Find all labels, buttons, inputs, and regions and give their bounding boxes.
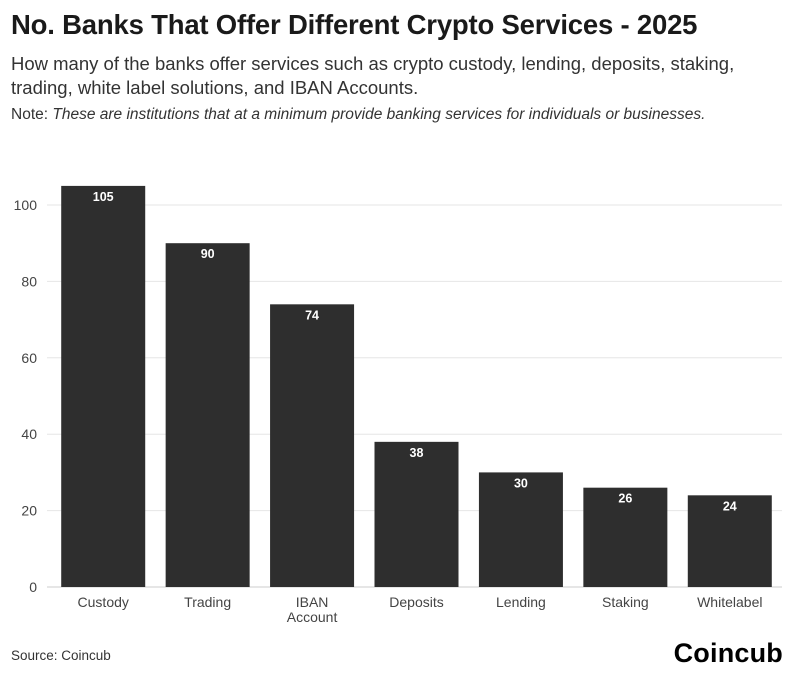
bar-chart: 0 20 40 60 80 100 105 Custody 90 Trading 74 IBANAcc… xyxy=(14,185,782,625)
chart-subtitle: How many of the banks offer services suc… xyxy=(11,53,735,98)
chart-title: No. Banks That Offer Different Crypto Se… xyxy=(11,9,698,40)
bar-value-label: 26 xyxy=(618,492,632,506)
x-tick-label: Lending xyxy=(496,594,546,610)
note-text: These are institutions that at a minimum… xyxy=(52,106,706,123)
bar xyxy=(478,472,563,587)
y-tick-label: 80 xyxy=(21,273,37,289)
y-tick-label: 0 xyxy=(29,579,37,595)
bar xyxy=(270,304,355,587)
y-tick-label: 20 xyxy=(21,503,37,519)
y-tick-label: 100 xyxy=(14,197,38,213)
note-label: Note: xyxy=(11,106,53,123)
x-tick-label: Trading xyxy=(184,594,231,610)
bar xyxy=(687,495,772,587)
y-tick-label: 40 xyxy=(21,426,37,442)
chart-note: Note: These are institutions that at a m… xyxy=(11,104,771,125)
x-tick-label: Account xyxy=(287,609,338,625)
x-tick-label: Deposits xyxy=(389,594,443,610)
bar xyxy=(61,185,146,587)
brand-logo: Coincub xyxy=(673,638,783,668)
bar-value-label: 30 xyxy=(514,476,528,490)
x-tick-label: Whitelabel xyxy=(697,594,762,610)
x-tick-label: IBAN xyxy=(296,594,329,610)
y-tick-label: 60 xyxy=(21,350,37,366)
bar-value-label: 90 xyxy=(201,247,215,261)
bar-value-label: 38 xyxy=(410,446,424,460)
bar xyxy=(165,243,250,587)
bar-value-label: 105 xyxy=(93,190,114,204)
bar-value-label: 74 xyxy=(305,308,319,322)
bar-value-label: 24 xyxy=(723,499,737,513)
x-tick-label: Custody xyxy=(78,594,129,610)
bar xyxy=(374,441,459,587)
x-tick-label: Staking xyxy=(602,594,649,610)
source-note: Source: Coincub xyxy=(11,648,111,663)
bar xyxy=(583,487,668,587)
